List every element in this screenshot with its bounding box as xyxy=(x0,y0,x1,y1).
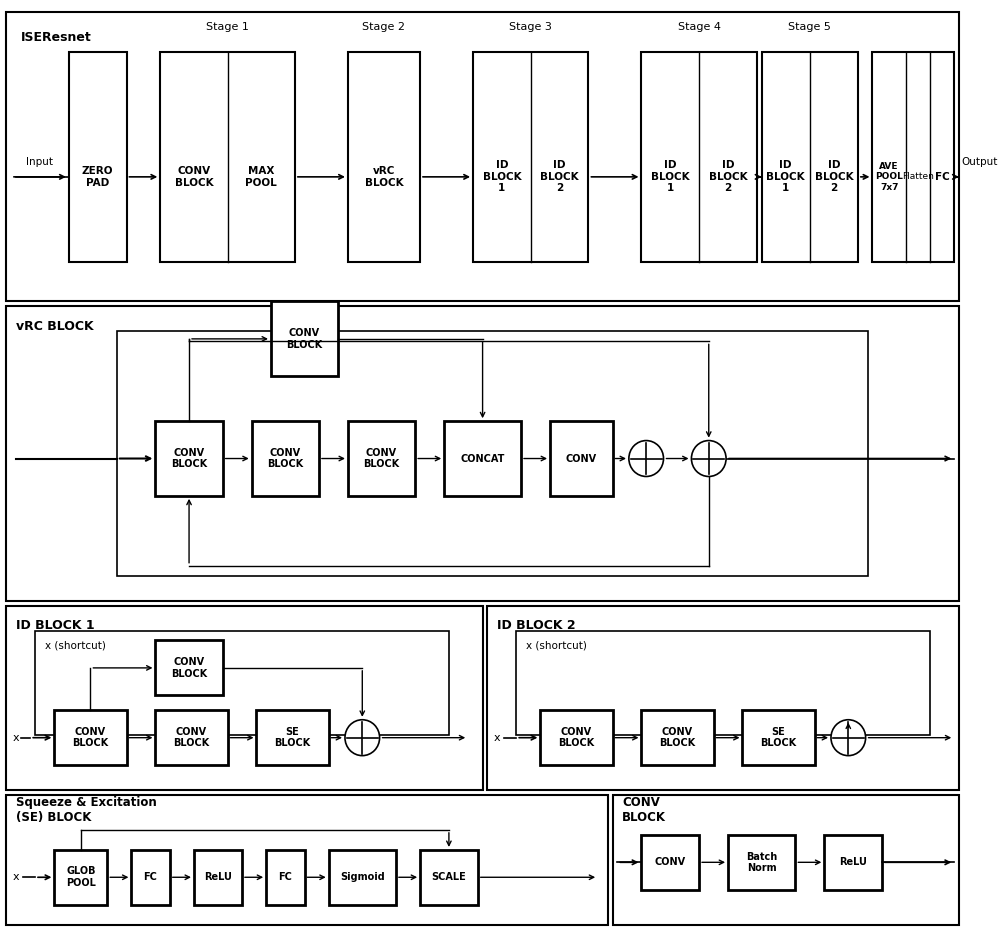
FancyBboxPatch shape xyxy=(540,710,613,765)
Text: x: x xyxy=(494,733,500,743)
FancyBboxPatch shape xyxy=(613,795,959,924)
FancyBboxPatch shape xyxy=(473,52,588,262)
FancyBboxPatch shape xyxy=(54,710,127,765)
Text: Input: Input xyxy=(26,157,53,167)
Text: ID BLOCK 2: ID BLOCK 2 xyxy=(497,619,576,632)
FancyBboxPatch shape xyxy=(266,850,305,905)
FancyBboxPatch shape xyxy=(487,605,959,790)
FancyBboxPatch shape xyxy=(6,795,608,924)
FancyBboxPatch shape xyxy=(6,12,959,302)
Text: FC: FC xyxy=(935,172,950,182)
FancyBboxPatch shape xyxy=(35,630,449,735)
Text: CONV
BLOCK: CONV BLOCK xyxy=(558,727,595,749)
FancyBboxPatch shape xyxy=(155,710,228,765)
Text: ID
BLOCK
2: ID BLOCK 2 xyxy=(540,160,579,194)
Text: CONV
BLOCK: CONV BLOCK xyxy=(267,448,303,469)
FancyBboxPatch shape xyxy=(131,850,170,905)
Text: FC: FC xyxy=(278,872,292,883)
Text: vRC BLOCK: vRC BLOCK xyxy=(16,320,93,333)
Text: CONV: CONV xyxy=(655,857,686,868)
Text: Stage 3: Stage 3 xyxy=(509,22,552,33)
Text: ISEResnet: ISEResnet xyxy=(21,31,91,44)
FancyBboxPatch shape xyxy=(742,710,815,765)
FancyBboxPatch shape xyxy=(762,52,858,262)
Text: CONV
BLOCK: CONV BLOCK xyxy=(659,727,696,749)
Text: MAX
POOL: MAX POOL xyxy=(245,166,277,188)
Text: Squeeze & Excitation
(SE) BLOCK: Squeeze & Excitation (SE) BLOCK xyxy=(16,796,157,824)
Text: CONV
BLOCK: CONV BLOCK xyxy=(72,727,109,749)
FancyBboxPatch shape xyxy=(420,850,478,905)
Text: CONV
BLOCK: CONV BLOCK xyxy=(286,328,323,350)
Circle shape xyxy=(831,720,866,756)
Text: SE
BLOCK: SE BLOCK xyxy=(760,727,797,749)
Text: x (shortcut): x (shortcut) xyxy=(526,641,587,651)
Text: SE
BLOCK: SE BLOCK xyxy=(274,727,311,749)
Text: Flatten: Flatten xyxy=(902,172,934,182)
FancyBboxPatch shape xyxy=(6,605,483,790)
FancyBboxPatch shape xyxy=(69,52,127,262)
Text: ID
BLOCK
2: ID BLOCK 2 xyxy=(709,160,747,194)
Circle shape xyxy=(629,440,664,477)
Text: ID
BLOCK
1: ID BLOCK 1 xyxy=(651,160,690,194)
Text: AVE
POOL
7x7: AVE POOL 7x7 xyxy=(875,162,903,192)
FancyBboxPatch shape xyxy=(516,630,930,735)
FancyBboxPatch shape xyxy=(155,421,223,496)
FancyBboxPatch shape xyxy=(329,850,396,905)
Text: Stage 4: Stage 4 xyxy=(678,22,721,33)
Circle shape xyxy=(345,720,380,756)
FancyBboxPatch shape xyxy=(728,835,795,890)
FancyBboxPatch shape xyxy=(872,52,954,262)
FancyBboxPatch shape xyxy=(6,306,959,600)
FancyBboxPatch shape xyxy=(444,421,521,496)
Text: ZERO
PAD: ZERO PAD xyxy=(82,166,113,188)
Text: Batch
Norm: Batch Norm xyxy=(746,852,777,873)
Text: ReLU: ReLU xyxy=(839,857,867,868)
FancyBboxPatch shape xyxy=(348,52,420,262)
Text: x (shortcut): x (shortcut) xyxy=(45,641,106,651)
Text: ID
BLOCK
1: ID BLOCK 1 xyxy=(766,160,805,194)
Text: CONV
BLOCK: CONV BLOCK xyxy=(363,448,400,469)
Text: CONV: CONV xyxy=(566,453,597,464)
Circle shape xyxy=(691,440,726,477)
FancyBboxPatch shape xyxy=(641,710,714,765)
Text: ID
BLOCK
1: ID BLOCK 1 xyxy=(483,160,521,194)
Text: FC: FC xyxy=(144,872,157,883)
Text: CONCAT: CONCAT xyxy=(460,453,505,464)
FancyBboxPatch shape xyxy=(194,850,242,905)
FancyBboxPatch shape xyxy=(271,302,338,376)
Text: CONV
BLOCK: CONV BLOCK xyxy=(173,727,210,749)
Text: x: x xyxy=(13,872,19,883)
FancyBboxPatch shape xyxy=(348,421,415,496)
Text: CONV
BLOCK: CONV BLOCK xyxy=(622,796,666,824)
FancyBboxPatch shape xyxy=(160,52,295,262)
Text: Stage 2: Stage 2 xyxy=(362,22,405,33)
Text: Stage 5: Stage 5 xyxy=(788,22,831,33)
FancyBboxPatch shape xyxy=(252,421,319,496)
FancyBboxPatch shape xyxy=(54,850,107,905)
Text: Stage 1: Stage 1 xyxy=(206,22,249,33)
FancyBboxPatch shape xyxy=(641,52,757,262)
Text: Output: Output xyxy=(962,157,998,167)
FancyBboxPatch shape xyxy=(117,331,868,575)
FancyBboxPatch shape xyxy=(256,710,329,765)
Text: Sigmoid: Sigmoid xyxy=(340,872,385,883)
Text: ReLU: ReLU xyxy=(204,872,232,883)
Text: CONV
BLOCK: CONV BLOCK xyxy=(171,448,207,469)
Text: SCALE: SCALE xyxy=(432,872,466,883)
FancyBboxPatch shape xyxy=(550,421,613,496)
Text: ID BLOCK 1: ID BLOCK 1 xyxy=(16,619,94,632)
FancyBboxPatch shape xyxy=(641,835,699,890)
Text: x: x xyxy=(13,733,19,743)
Text: CONV
BLOCK: CONV BLOCK xyxy=(171,657,207,679)
Text: vRC
BLOCK: vRC BLOCK xyxy=(365,166,403,188)
Text: ID
BLOCK
2: ID BLOCK 2 xyxy=(815,160,853,194)
FancyBboxPatch shape xyxy=(155,641,223,695)
Text: CONV
BLOCK: CONV BLOCK xyxy=(175,166,213,188)
FancyBboxPatch shape xyxy=(824,835,882,890)
Text: GLOB
POOL: GLOB POOL xyxy=(66,867,96,888)
